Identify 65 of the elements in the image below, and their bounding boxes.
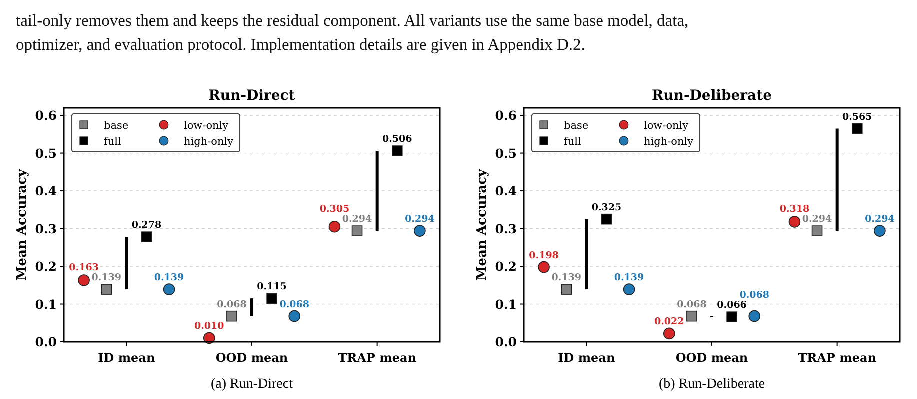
y-axis-title: Mean Accuracy <box>15 168 30 281</box>
data-label: 0.294 <box>865 214 896 226</box>
data-label: 0.022 <box>654 316 684 328</box>
text: optimizer, and evaluation protocol. Implementation details are given in Appendix D.2. <box>16 35 586 54</box>
y-tick-label: 0.2 <box>35 259 57 274</box>
data-label: 0.294 <box>802 214 833 226</box>
data-label: 0.010 <box>194 321 225 332</box>
text: (b) Run-Deliberate <box>658 377 766 392</box>
y-tick-label: 0.3 <box>35 221 57 236</box>
x-tick-label: TRAP mean <box>338 351 417 365</box>
legend-label: high-only <box>184 136 234 148</box>
data-label: 0.294 <box>342 214 373 226</box>
data-label: 0.294 <box>405 214 436 226</box>
data-label: 0.068 <box>280 299 310 310</box>
data-label: 0.115 <box>257 282 287 293</box>
y-tick-label: 0.1 <box>35 296 57 312</box>
x-tick-label: ID mean <box>98 351 156 365</box>
x-tick-label: OOD mean <box>676 351 748 365</box>
bar <box>585 219 588 290</box>
chart-title: Run-Deliberate <box>652 88 772 104</box>
legend-label: high-only <box>644 136 694 148</box>
legend-label: base <box>104 120 129 132</box>
data-label: 0.068 <box>217 299 248 310</box>
bar <box>125 237 128 290</box>
data-label: 0.506 <box>382 134 413 146</box>
text: (a) Run-Direct <box>210 377 294 392</box>
y-tick-label: 0.0 <box>35 334 58 350</box>
data-label: 0.068 <box>740 290 770 302</box>
y-tick-label: 0.5 <box>495 146 517 161</box>
text: tail-only removes them and keeps the residual component. All variants use the same base model, data, <box>16 11 689 30</box>
y-tick-label: 0.4 <box>35 184 58 199</box>
y-tick-label: 0.6 <box>495 108 518 124</box>
data-label: 0.139 <box>552 272 582 284</box>
data-label: 0.068 <box>677 299 708 310</box>
legend-label: low-only <box>644 120 689 132</box>
legend-label: low-only <box>184 120 229 132</box>
x-tick-label: ID mean <box>558 351 616 365</box>
legend-label: full <box>564 136 582 148</box>
y-tick-label: 0.4 <box>495 184 518 199</box>
y-tick-label: 0.1 <box>495 296 517 312</box>
y-tick-label: 0.3 <box>495 221 517 236</box>
bar <box>250 298 254 316</box>
data-label: 0.066 <box>717 300 748 312</box>
data-label: 0.139 <box>154 272 185 284</box>
data-label: 0.325 <box>592 202 622 214</box>
data-label: 0.139 <box>614 272 645 284</box>
y-tick-label: 0.5 <box>35 146 57 161</box>
chart-title: Run-Direct <box>208 88 296 104</box>
y-tick-label: 0.0 <box>495 334 518 350</box>
data-label: 0.198 <box>529 250 560 262</box>
x-tick-label: TRAP mean <box>798 351 877 365</box>
data-label: 0.305 <box>320 204 350 216</box>
data-label: 0.278 <box>132 220 162 232</box>
legend-label: full <box>104 136 122 148</box>
x-tick-label: OOD mean <box>216 351 288 365</box>
y-tick-label: 0.6 <box>35 108 58 124</box>
y-tick-label: 0.2 <box>495 259 517 274</box>
legend-label: base <box>564 120 589 132</box>
data-label: 0.565 <box>842 112 872 123</box>
data-label: 0.163 <box>69 262 99 274</box>
y-axis-title: Mean Accuracy <box>475 168 490 281</box>
bar <box>836 128 839 232</box>
data-label: 0.318 <box>780 204 810 216</box>
bar <box>376 151 379 232</box>
data-label: 0.139 <box>92 272 122 284</box>
